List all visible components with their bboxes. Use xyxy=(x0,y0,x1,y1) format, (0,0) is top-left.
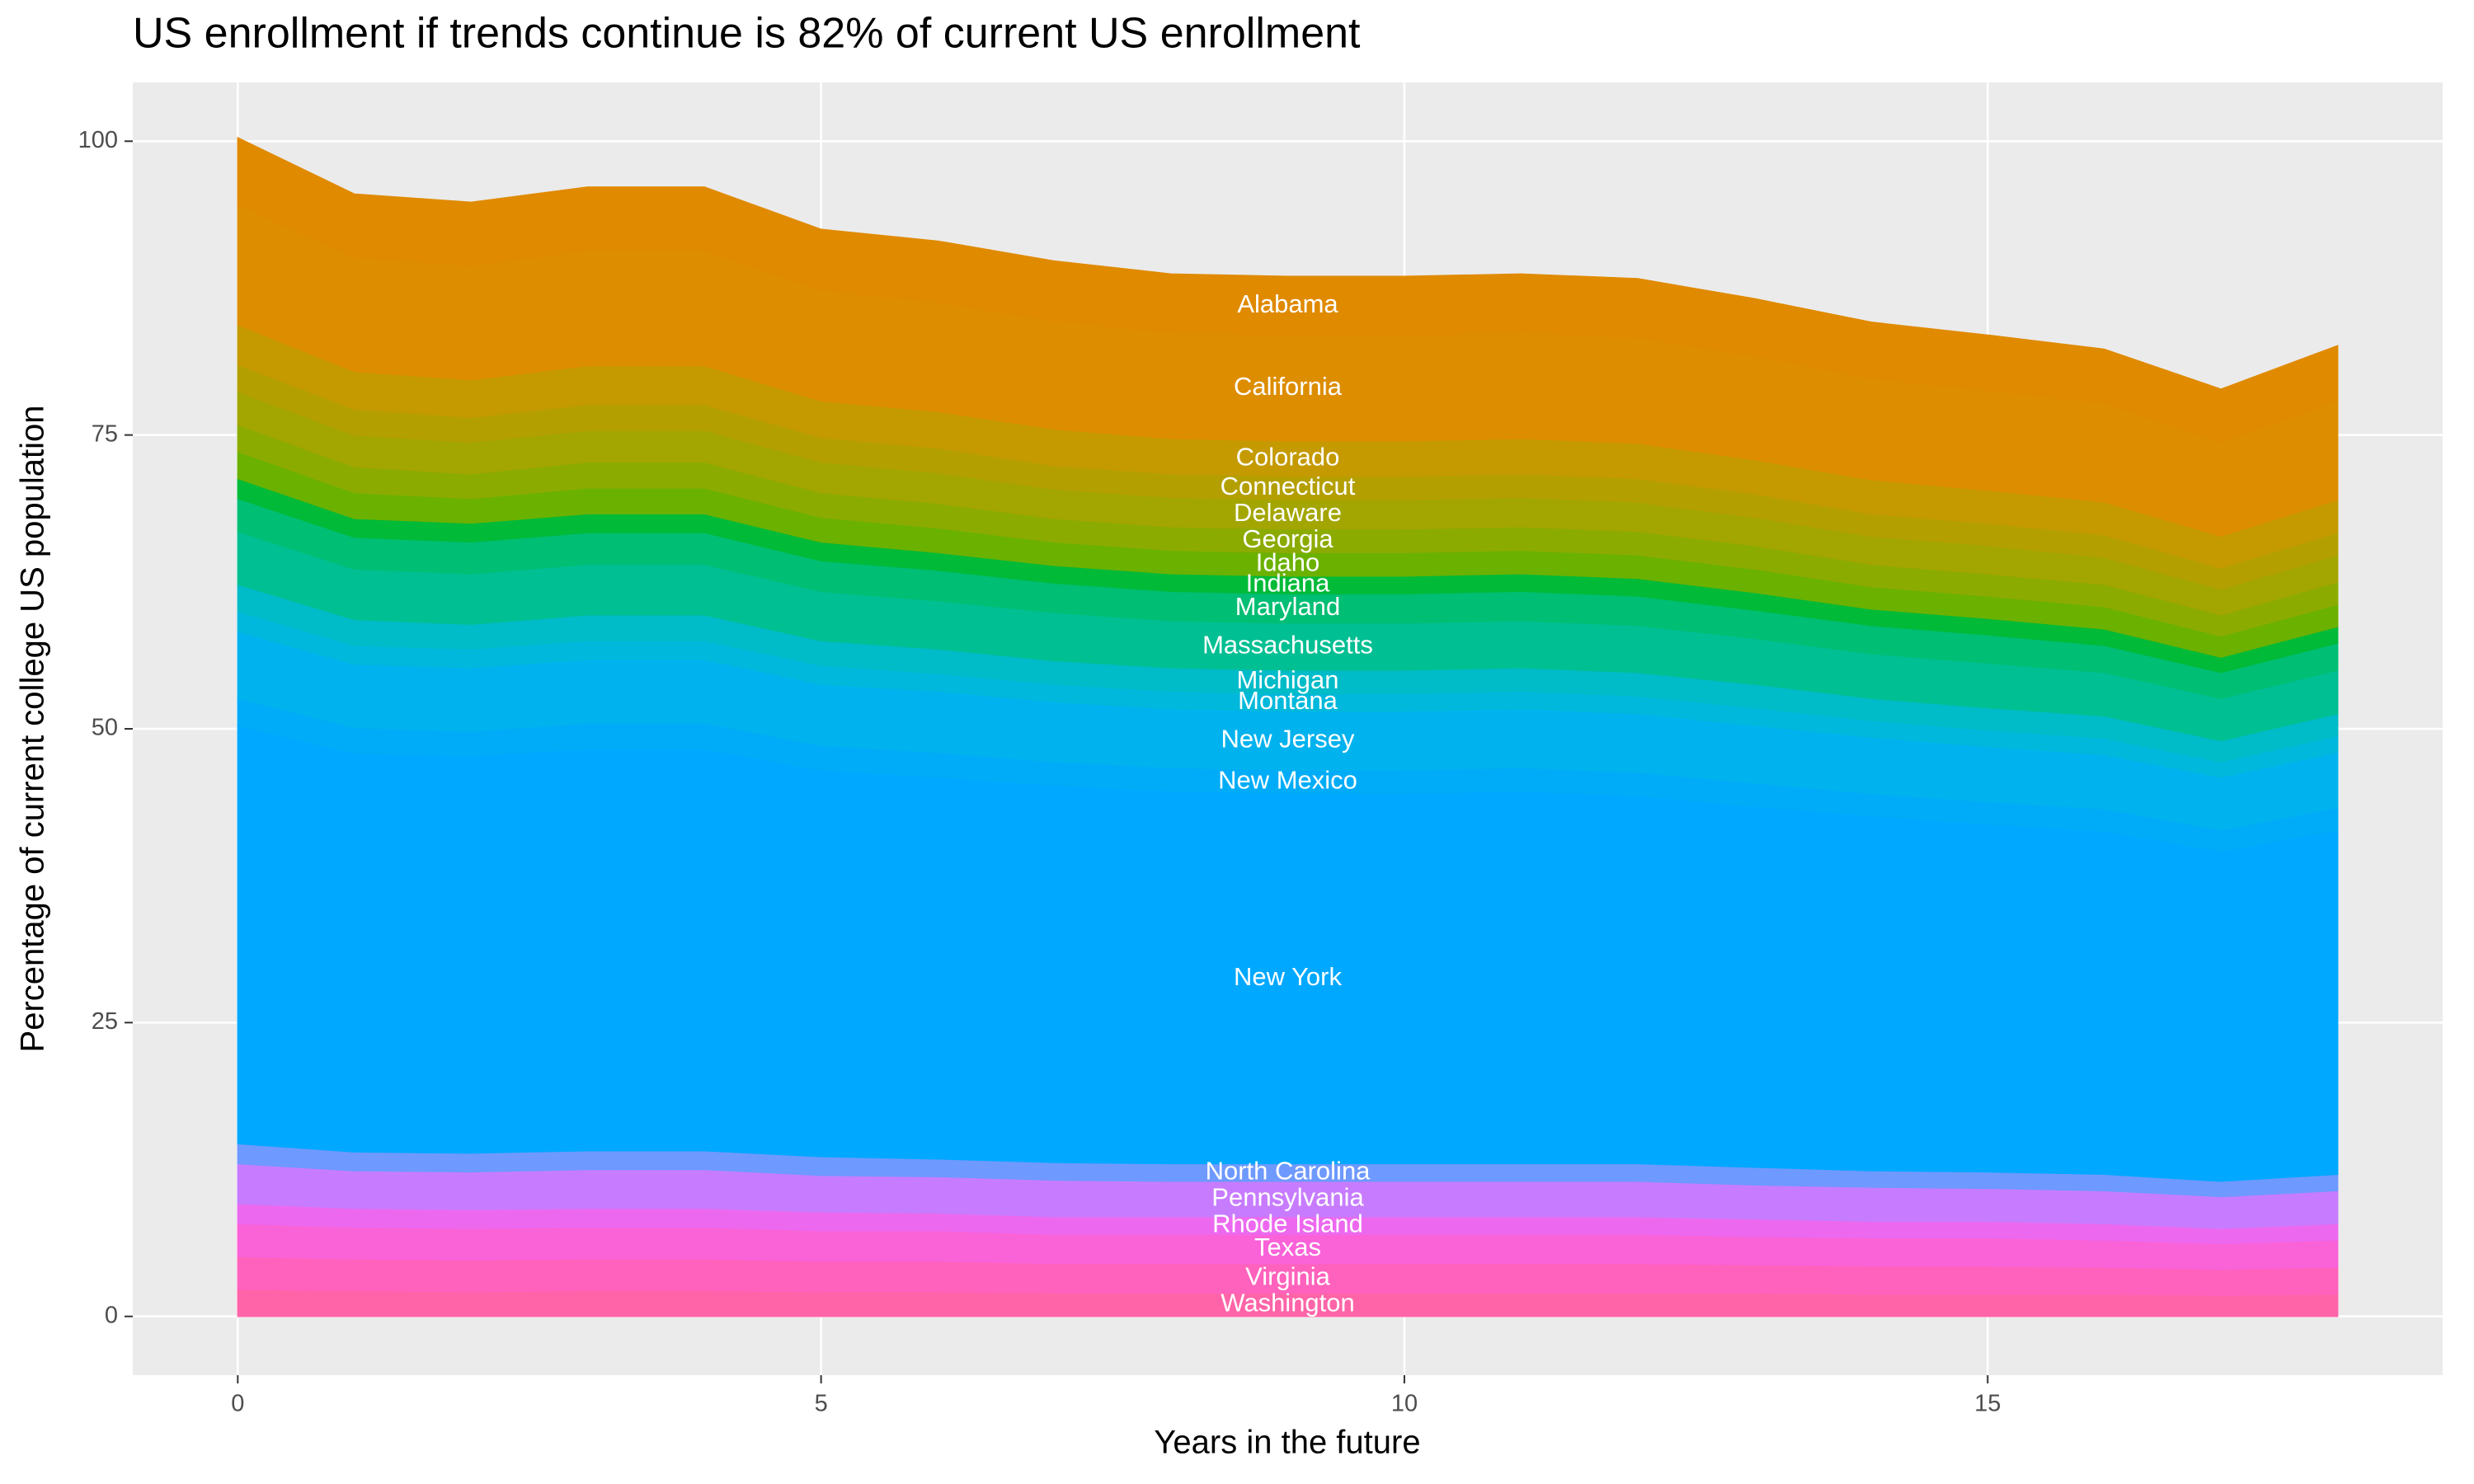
areas xyxy=(237,136,2339,1317)
series-label: Alabama xyxy=(1237,289,1338,318)
series-label: Michigan xyxy=(1236,665,1338,694)
series-label: Washington xyxy=(1221,1289,1355,1317)
series-label: North Carolina xyxy=(1206,1156,1371,1185)
series-label: Georgia xyxy=(1242,524,1333,553)
series-label: Pennsylvania xyxy=(1211,1182,1364,1211)
series-label: Indiana xyxy=(1246,569,1330,598)
x-axis-title: Years in the future xyxy=(1154,1425,1420,1461)
series-label: California xyxy=(1234,372,1343,401)
series-label: Idaho xyxy=(1256,548,1320,577)
x-tick-label: 10 xyxy=(1391,1391,1418,1417)
y-tick-label: 75 xyxy=(92,420,118,447)
series-label: New York xyxy=(1234,962,1342,991)
x-tick-label: 0 xyxy=(231,1391,244,1417)
y-tick-label: 50 xyxy=(92,715,118,741)
series-label: Delaware xyxy=(1234,498,1342,527)
chart-title: US enrollment if trends continue is 82% … xyxy=(133,10,1361,58)
y-tick-label: 25 xyxy=(92,1008,118,1035)
y-axis-title: Percentage of current college US populat… xyxy=(15,406,51,1053)
series-label: Connecticut xyxy=(1221,472,1356,500)
series-label: Montana xyxy=(1238,686,1338,715)
axes: 0 25 50 75 100 0 5 10 15 xyxy=(78,127,2001,1417)
x-tick-label: 15 xyxy=(1974,1391,2001,1417)
x-tick-label: 5 xyxy=(815,1391,828,1417)
series-label: Texas xyxy=(1254,1233,1321,1261)
series-label: Virginia xyxy=(1245,1262,1331,1291)
y-tick-label: 0 xyxy=(105,1302,118,1328)
series-label: Colorado xyxy=(1236,442,1340,471)
series-label: Rhode Island xyxy=(1212,1209,1363,1237)
series-label: New Mexico xyxy=(1218,765,1357,794)
series-label: Massachusetts xyxy=(1202,630,1373,659)
y-tick-label: 100 xyxy=(78,127,118,153)
series-label: New Jersey xyxy=(1221,724,1355,753)
area xyxy=(237,136,2339,443)
series-label: Maryland xyxy=(1235,592,1341,621)
